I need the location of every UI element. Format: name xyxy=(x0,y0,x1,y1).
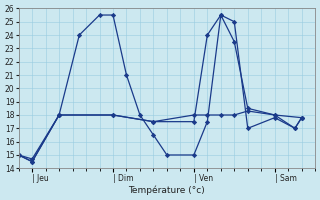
X-axis label: Température (°c): Température (°c) xyxy=(129,186,205,195)
